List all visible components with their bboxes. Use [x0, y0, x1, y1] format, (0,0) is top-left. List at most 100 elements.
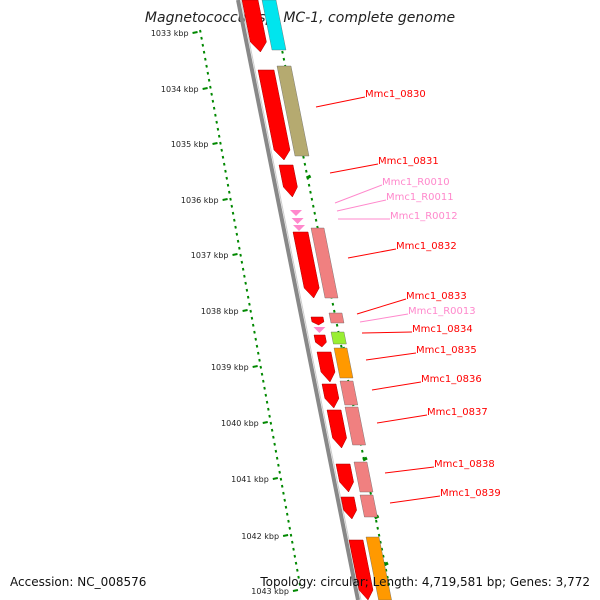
scale-dot: [283, 498, 286, 502]
outer-major-tick: [362, 456, 368, 462]
label-leader: [361, 331, 413, 334]
label-leader: [329, 163, 379, 174]
scale-dot: [234, 225, 237, 229]
outer-track-dot: [313, 211, 316, 215]
scale-dot: [251, 323, 255, 327]
scale-label: 1039 kbp: [211, 363, 249, 372]
scale-label: 1034 kbp: [161, 85, 199, 94]
cog-box-orange: [365, 536, 392, 600]
scale-dot: [199, 29, 202, 33]
cds-arrow: [292, 231, 320, 299]
outer-track-dot: [379, 540, 382, 544]
gene-label: Mmc1_0839: [440, 488, 501, 499]
scale-dot: [282, 491, 285, 495]
gene-label: Mmc1_0836: [421, 374, 482, 385]
cds-arrow: [316, 351, 336, 383]
scale-label: 1042 kbp: [241, 532, 279, 541]
outer-track-dot: [312, 204, 315, 208]
cds-arrow: [335, 463, 354, 493]
scale-dot: [265, 400, 269, 404]
gene-label: Mmc1_0832: [396, 241, 457, 252]
cds-arrow: [340, 496, 357, 520]
cds-arrow: [278, 164, 298, 198]
scale-dot: [245, 288, 249, 292]
outer-track-dot: [387, 582, 391, 586]
scale-dot: [246, 295, 250, 299]
gene-label: Mmc1_0834: [412, 324, 473, 335]
gene-label: Mmc1_0835: [416, 345, 477, 356]
scale-dot: [243, 274, 246, 278]
scale-dot: [221, 155, 225, 159]
scale-dot: [209, 85, 212, 89]
scale-dot: [241, 267, 245, 271]
scale-dot: [230, 204, 234, 208]
cog-box-salmon: [310, 227, 339, 299]
scale-dot: [206, 71, 210, 75]
rna-chevron: [291, 218, 304, 224]
outer-track-dot: [386, 575, 389, 579]
scale-dot: [201, 43, 205, 47]
label-leader: [347, 248, 397, 259]
cds-arrow: [326, 409, 347, 449]
cds-arrow: [310, 316, 325, 326]
outer-track-dot: [302, 155, 305, 159]
genome-title: Magnetococcus sp. MC-1, complete genome: [144, 10, 456, 26]
gene-label: Mmc1_R0010: [382, 177, 450, 188]
scale-dot: [204, 57, 207, 61]
scale-dot: [280, 484, 284, 488]
scale-dot: [260, 372, 264, 376]
scale-dot: [222, 162, 226, 166]
scale-dot: [231, 211, 235, 215]
label-leader: [359, 313, 409, 323]
scale-dot: [285, 512, 289, 516]
scale-dot: [250, 316, 254, 320]
scale-label: 1033 kbp: [151, 29, 189, 38]
cog-box-tan: [276, 65, 310, 157]
cog-box-lime: [330, 331, 347, 345]
scale-dot: [200, 36, 203, 40]
scale-dot: [228, 190, 231, 194]
backbone-line: [236, 0, 360, 600]
scale-tick: [272, 477, 279, 480]
scale-tick: [212, 142, 218, 145]
label-leader: [336, 199, 387, 212]
topology-label: Topology: circular; Length: 4,719,581 bp…: [260, 575, 590, 589]
scale-dot: [292, 547, 295, 551]
outer-track-dot: [303, 162, 307, 166]
scale-dot: [216, 127, 220, 131]
scale-dot: [212, 106, 216, 110]
label-leader: [356, 298, 407, 315]
cds-arrow: [321, 383, 340, 409]
outer-track-dot: [335, 323, 339, 327]
scale-dot: [253, 330, 256, 334]
scale-dot: [297, 575, 300, 579]
scale-dot: [229, 197, 232, 201]
scale-dot: [287, 519, 290, 523]
outer-track-dot: [369, 491, 372, 495]
label-leader: [371, 381, 422, 391]
label-leader: [389, 495, 441, 504]
outer-track-dot: [305, 169, 308, 173]
scale-dot: [298, 582, 302, 586]
outer-track-dot: [384, 568, 388, 572]
cog-box-orange: [333, 347, 354, 379]
cog-box-salmon: [353, 461, 374, 493]
gene-label: Mmc1_R0011: [386, 192, 454, 203]
cds-arrow: [348, 539, 374, 600]
label-leader: [384, 466, 435, 474]
rna-chevron: [313, 327, 326, 333]
label-leader: [376, 414, 428, 424]
cog-box-salmon: [359, 494, 378, 518]
outer-track-dot: [361, 449, 364, 453]
scale-dot: [279, 477, 283, 481]
outer-major-tick: [305, 174, 312, 180]
scale-dot: [269, 421, 273, 425]
scale-dot: [259, 365, 263, 369]
scale-dot: [238, 246, 241, 250]
scale-dot: [240, 260, 244, 264]
scale-dot: [235, 232, 239, 236]
cds-arrow: [313, 334, 327, 348]
scale-dot: [268, 414, 271, 418]
scale-dot: [294, 561, 298, 565]
